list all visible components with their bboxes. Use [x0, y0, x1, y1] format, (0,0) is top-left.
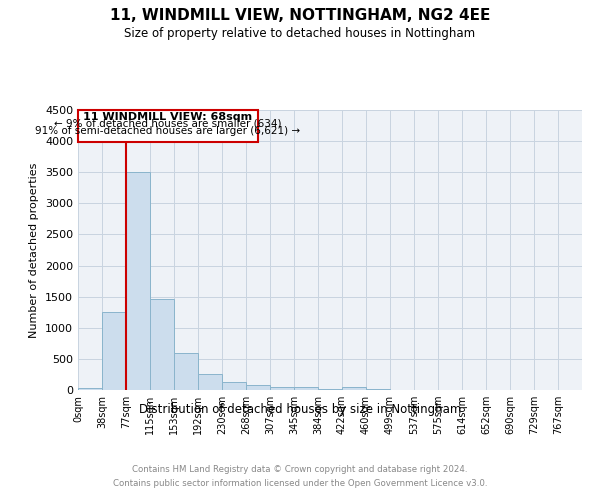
Bar [222, 382, 246, 390]
Text: 11, WINDMILL VIEW, NOTTINGHAM, NG2 4EE: 11, WINDMILL VIEW, NOTTINGHAM, NG2 4EE [110, 8, 490, 22]
FancyBboxPatch shape [78, 110, 258, 142]
Bar [294, 387, 318, 390]
Bar [342, 387, 366, 390]
Text: 11 WINDMILL VIEW: 68sqm: 11 WINDMILL VIEW: 68sqm [83, 112, 253, 122]
Bar [198, 374, 222, 390]
Text: 91% of semi-detached houses are larger (6,621) →: 91% of semi-detached houses are larger (… [35, 126, 301, 136]
Text: ← 9% of detached houses are smaller (634): ← 9% of detached houses are smaller (634… [54, 118, 282, 128]
Bar [246, 385, 270, 390]
Text: Contains HM Land Registry data © Crown copyright and database right 2024.
Contai: Contains HM Land Registry data © Crown c… [113, 466, 487, 487]
Bar [270, 386, 294, 390]
Bar [126, 172, 150, 390]
Text: Size of property relative to detached houses in Nottingham: Size of property relative to detached ho… [124, 28, 476, 40]
Bar [78, 388, 102, 390]
Bar [174, 352, 198, 390]
Bar [150, 298, 174, 390]
Y-axis label: Number of detached properties: Number of detached properties [29, 162, 40, 338]
Bar [102, 312, 126, 390]
Text: Distribution of detached houses by size in Nottingham: Distribution of detached houses by size … [139, 402, 461, 415]
